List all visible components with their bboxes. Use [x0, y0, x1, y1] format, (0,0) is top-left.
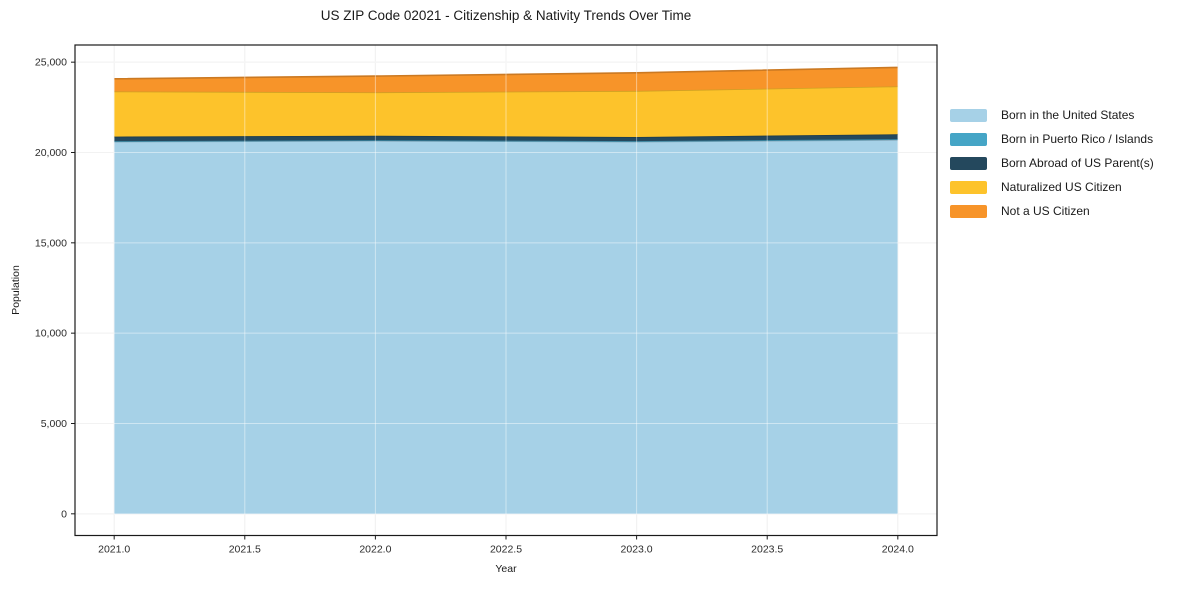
y-tick-label: 20,000 — [35, 147, 67, 159]
edge-naturalized-us-citizen — [114, 85, 898, 94]
x-tick-label: 2021.0 — [98, 544, 130, 556]
x-tick-label: 2023.0 — [621, 544, 653, 556]
x-tick-label: 2022.5 — [490, 544, 522, 556]
legend-swatch — [950, 204, 987, 218]
x-axis-title: Year — [495, 563, 517, 575]
y-tick-label: 10,000 — [35, 328, 67, 340]
legend-label: Naturalized US Citizen — [1001, 180, 1122, 194]
x-tick-label: 2023.5 — [751, 544, 783, 556]
y-tick-label: 25,000 — [35, 57, 67, 69]
legend-item: Born in Puerto Rico / Islands — [950, 127, 1154, 151]
area-born-in-the-united-states — [114, 139, 898, 514]
legend-item: Naturalized US Citizen — [950, 175, 1154, 199]
x-tick-label: 2024.0 — [882, 544, 914, 556]
x-tick-label: 2022.0 — [359, 544, 391, 556]
legend-label: Born in the United States — [1001, 108, 1135, 122]
legend-swatch — [950, 180, 987, 194]
y-axis-title: Population — [10, 265, 22, 315]
y-tick-label: 5,000 — [41, 418, 67, 430]
legend-swatch — [950, 156, 987, 170]
legend-label: Not a US Citizen — [1001, 204, 1090, 218]
legend-label: Born in Puerto Rico / Islands — [1001, 132, 1154, 146]
area-naturalized-us-citizen — [114, 86, 898, 137]
y-tick-label: 0 — [61, 508, 67, 520]
legend-item: Born in the United States — [950, 103, 1154, 127]
area-not-a-us-citizen — [114, 67, 898, 93]
legend-item: Not a US Citizen — [950, 199, 1154, 223]
legend-swatch — [950, 132, 987, 146]
x-tick-label: 2021.5 — [229, 544, 261, 556]
edge-not-a-us-citizen — [114, 66, 898, 80]
legend-item: Born Abroad of US Parent(s) — [950, 151, 1154, 175]
legend-label: Born Abroad of US Parent(s) — [1001, 156, 1154, 170]
chart-title: US ZIP Code 02021 - Citizenship & Nativi… — [320, 8, 692, 23]
y-tick-label: 15,000 — [35, 237, 67, 249]
legend-swatch — [950, 108, 987, 122]
legend: Born in the United States Born in Puerto … — [950, 103, 1154, 223]
